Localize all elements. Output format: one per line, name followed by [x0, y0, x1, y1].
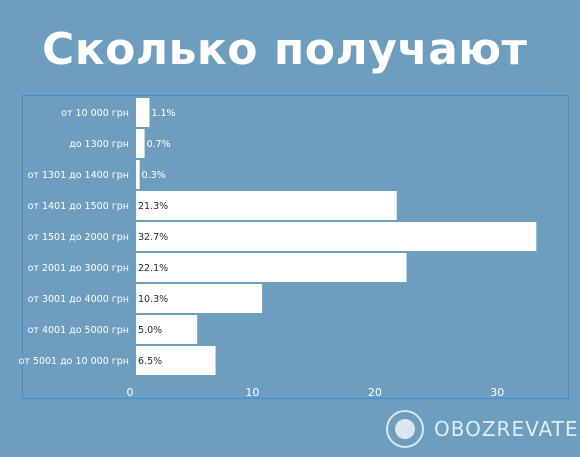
value-label: 1.1%	[151, 108, 175, 119]
value-label: 32.7%	[138, 232, 168, 243]
category-label: от 1501 до 2000 грн	[28, 232, 129, 243]
value-label: 5.0%	[138, 325, 162, 336]
category-label: от 5001 до 10 000 грн	[19, 356, 129, 367]
x-tick-label: 10	[245, 386, 259, 399]
category-label: от 3001 до 4000 грн	[28, 294, 129, 305]
value-label: 6.5%	[138, 356, 162, 367]
bar	[136, 129, 145, 158]
globe-icon	[386, 410, 424, 448]
bar	[136, 315, 198, 344]
category-label: от 2001 до 3000 грн	[28, 263, 129, 274]
value-label: 0.3%	[142, 170, 166, 181]
watermark-text: OBOZREVATEL	[434, 417, 580, 441]
bar	[136, 284, 263, 313]
watermark: OBOZREVATEL	[386, 410, 580, 448]
category-label: от 1301 до 1400 грн	[28, 170, 129, 181]
value-label: 22.1%	[138, 263, 168, 274]
category-label: до 1300 грн	[69, 139, 129, 150]
x-tick-label: 20	[368, 386, 382, 399]
category-label: от 4001 до 5000 грн	[28, 325, 129, 336]
value-label: 10.3%	[138, 294, 168, 305]
category-label: от 10 000 грн	[61, 108, 129, 119]
plot-frame	[22, 95, 569, 399]
bar	[136, 191, 397, 220]
value-label: 0.7%	[147, 139, 171, 150]
value-label: 21.3%	[138, 201, 168, 212]
chart-title: Сколько получают	[42, 24, 528, 75]
category-label: от 1401 до 1500 грн	[28, 201, 129, 212]
x-tick-label: 30	[490, 386, 504, 399]
bar	[136, 160, 140, 189]
bar	[136, 98, 150, 127]
x-tick-label: 0	[127, 386, 134, 399]
bar	[136, 253, 407, 282]
bar	[136, 222, 537, 251]
bar	[136, 346, 216, 375]
